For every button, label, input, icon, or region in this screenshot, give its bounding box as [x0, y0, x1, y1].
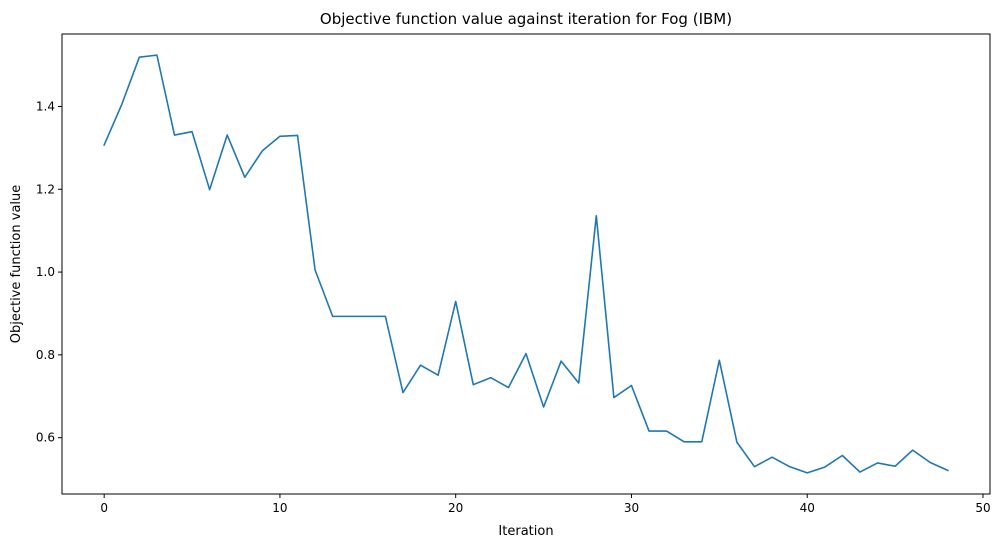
x-axis-label: Iteration — [498, 524, 553, 539]
x-tick-label: 40 — [800, 501, 815, 515]
y-tick-label: 0.8 — [36, 348, 55, 362]
plot-area: 0 10 20 30 40 50 0.6 0.8 1.0 1.2 1.4 — [36, 33, 991, 515]
series-line-0 — [103, 54, 949, 474]
y-tick-label: 1.4 — [36, 99, 55, 113]
chart-title: Objective function value against iterati… — [320, 10, 732, 28]
x-tick-label: 50 — [975, 501, 990, 515]
x-tick-label: 30 — [624, 501, 639, 515]
x-tick-label: 10 — [272, 501, 287, 515]
y-axis-label: Objective function value — [9, 185, 24, 344]
y-tick-label: 1.2 — [36, 182, 55, 196]
x-tick-label: 20 — [448, 501, 463, 515]
x-tick-label: 0 — [100, 501, 108, 515]
axes-frame — [61, 33, 991, 495]
y-tick-label: 0.6 — [36, 431, 55, 445]
y-tick-label: 1.0 — [36, 265, 55, 279]
